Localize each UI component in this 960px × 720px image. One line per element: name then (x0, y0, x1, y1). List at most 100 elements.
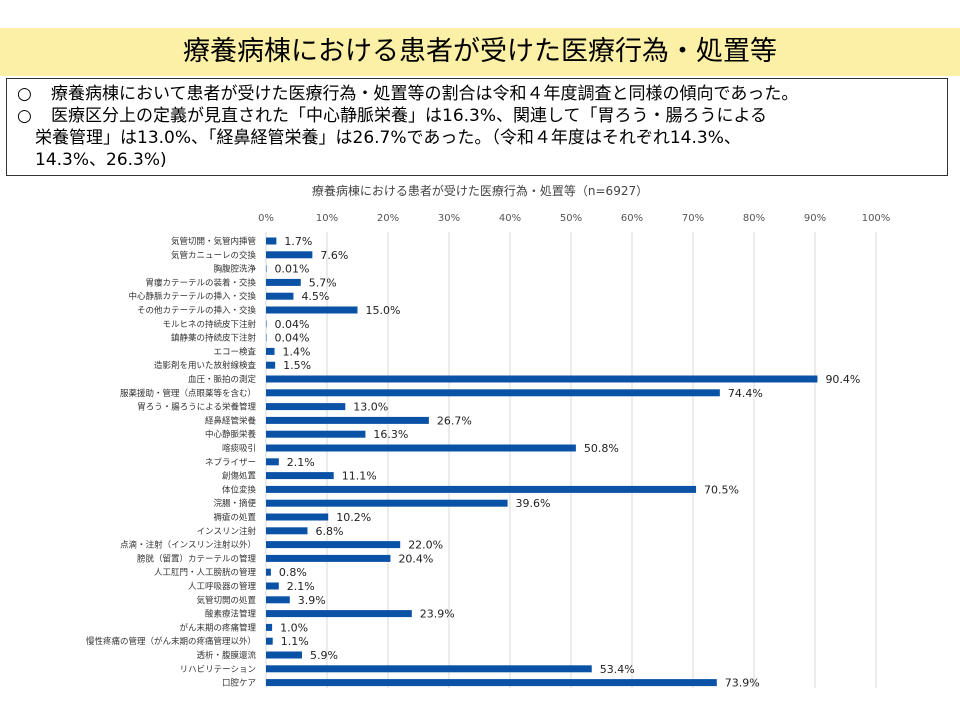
bar (266, 403, 346, 411)
category-label: 人工肛門・人工膀胱の管理 (154, 567, 257, 578)
bar (266, 665, 592, 673)
category-label: 中心静脈カテーテルの挿入・交換 (128, 291, 256, 302)
value-label: 70.5% (704, 483, 739, 496)
category-label: がん末期の疼痛管理 (179, 622, 256, 633)
x-tick-label: 90% (804, 213, 826, 224)
value-label: 16.3% (373, 428, 408, 441)
value-label: 1.0% (280, 621, 308, 634)
summary-bullet-1: ○ 療養病棟において患者が受けた医療行為・処置等の割合は令和４年度調査と同様の傾向… (17, 83, 798, 105)
bullet-circle-icon: ○ (17, 84, 32, 104)
bullet-1-text: 療養病棟において患者が受けた医療行為・処置等の割合は令和４年度調査と同様の傾向で… (51, 84, 799, 104)
bullet-circle-icon: ○ (17, 106, 32, 126)
bar (266, 485, 697, 493)
x-tick-label: 40% (499, 213, 521, 224)
bar (266, 292, 294, 300)
value-label: 90.4% (825, 373, 860, 386)
value-label: 74.4% (728, 387, 763, 400)
value-label: 0.04% (275, 332, 310, 345)
bar (266, 347, 275, 355)
bar (266, 361, 276, 369)
bar (266, 444, 576, 452)
value-label: 10.2% (336, 511, 371, 524)
value-label: 23.9% (420, 608, 455, 621)
value-label: 7.6% (320, 249, 348, 262)
value-label: 5.7% (309, 276, 337, 289)
category-label: 体位変換 (222, 484, 257, 495)
value-label: 39.6% (516, 497, 551, 510)
value-label: 73.9% (725, 677, 760, 690)
x-tick-label: 70% (682, 213, 704, 224)
category-label: 造影剤を用いた放射線検査 (154, 360, 257, 371)
value-label: 1.1% (281, 635, 309, 648)
value-label: 26.7% (437, 414, 472, 427)
value-label: 1.7% (284, 235, 312, 248)
value-label: 0.01% (275, 263, 310, 276)
category-label: その他カテーテルの挿入・交換 (137, 305, 257, 316)
value-label: 2.1% (287, 580, 315, 593)
bar (266, 430, 366, 438)
category-label: 気管カニューレの交換 (171, 250, 257, 261)
bar (266, 513, 329, 521)
value-label: 0.8% (279, 566, 307, 579)
category-label: 服薬援助・管理（点眼薬等を含む） (120, 388, 256, 399)
value-label: 22.0% (408, 539, 443, 552)
category-label: 気管切開・気管内挿管 (171, 236, 256, 247)
bar (266, 568, 271, 576)
bar (266, 375, 818, 383)
bullet-2-text-line2: 栄養管理」は13.0%、「経鼻経管栄養」は26.7%であった。（令和４年度はそれ… (35, 128, 741, 148)
x-tick-label: 10% (316, 213, 338, 224)
category-label: 点滴・注射（インスリン注射以外） (120, 540, 256, 551)
value-label: 2.1% (287, 456, 315, 469)
x-tick-label: 100% (862, 213, 891, 224)
value-label: 5.9% (310, 649, 338, 662)
bullet-2-text-line3: 14.3%、26.3%) (35, 150, 167, 170)
category-label: 慢性疼痛の管理（がん末期の疼痛管理以外） (86, 636, 256, 647)
x-tick-label: 20% (377, 213, 399, 224)
value-label: 50.8% (584, 442, 619, 455)
category-label: リハビリテーション (180, 665, 256, 675)
value-label: 20.4% (398, 552, 433, 565)
category-label: 膀胱（留置）カテーテルの管理 (137, 553, 257, 564)
bar (266, 541, 401, 549)
category-label: 中心静脈栄養 (205, 429, 257, 440)
bar (266, 499, 508, 507)
category-label: 酸素療法管理 (205, 609, 257, 620)
bar (266, 527, 308, 535)
title-band (0, 28, 960, 76)
bar (266, 251, 313, 259)
value-label: 1.5% (283, 359, 311, 372)
value-label: 11.1% (342, 470, 377, 483)
category-label: 創傷処置 (222, 471, 257, 482)
summary-bullet-2: ○ 医療区分上の定義が見直された「中心静脈栄養」は16.3%、関連して「胃ろう・腸… (17, 105, 767, 127)
x-tick-label: 80% (743, 213, 765, 224)
category-label: 口腔ケア (222, 678, 256, 689)
value-label: 13.0% (353, 401, 388, 414)
category-label: 血圧・脈拍の測定 (188, 374, 257, 385)
bar (266, 582, 279, 590)
category-label: 胃ろう・腸ろうによる栄養管理 (137, 402, 256, 413)
page-title: 療養病棟における患者が受けた医療行為・処置等 (183, 36, 777, 67)
category-label: 褥瘡の処置 (213, 512, 256, 523)
bar (266, 679, 717, 687)
bar (266, 320, 267, 328)
bar (266, 265, 267, 273)
value-label: 15.0% (366, 304, 401, 317)
value-label: 1.4% (283, 345, 311, 358)
category-label: 透析・腹膜還流 (196, 650, 256, 661)
x-tick-label: 60% (621, 213, 643, 224)
bar (266, 389, 720, 397)
x-tick-label: 0% (258, 213, 274, 224)
category-label: インスリン注射 (197, 526, 257, 537)
category-label: 鎮静薬の持続皮下注射 (171, 333, 257, 344)
bar (266, 334, 267, 342)
bar (266, 623, 273, 631)
value-label: 3.9% (298, 594, 326, 607)
x-tick-label: 30% (438, 213, 460, 224)
value-label: 4.5% (301, 290, 329, 303)
chart-title: 療養病棟における患者が受けた医療行為・処置等（n=6927） (311, 184, 649, 198)
category-label: 胃瘻カテーテルの装着・交換 (145, 277, 256, 288)
category-label: モルヒネの持続皮下注射 (162, 319, 256, 330)
summary-box: ○ 療養病棟において患者が受けた医療行為・処置等の割合は令和４年度調査と同様の傾向… (6, 78, 948, 176)
bar (266, 554, 391, 562)
